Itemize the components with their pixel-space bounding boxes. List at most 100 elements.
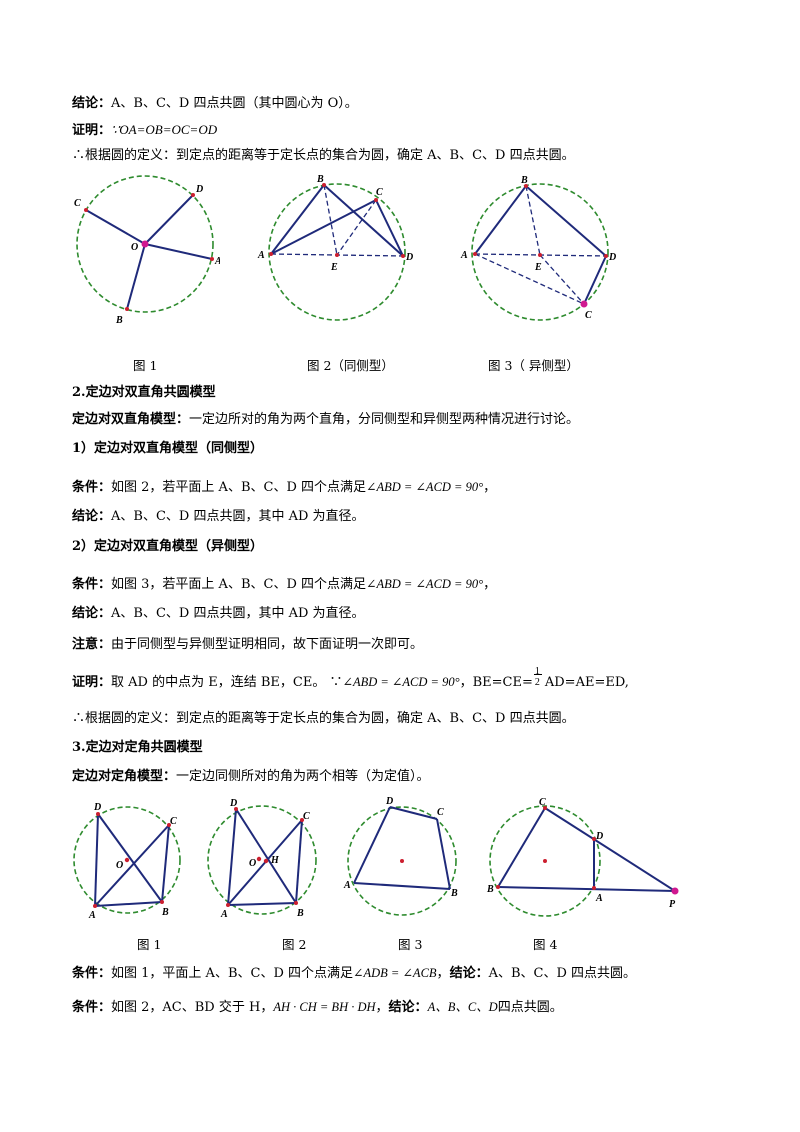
proof-text: 取 AD 的中点为 E，连结 BE，CE。 ∵ [111,675,343,690]
cond-label: 条件： [72,1000,112,1015]
sec3-heading: 3.定边对定角共圆模型 [72,740,203,755]
point-c [580,300,588,308]
label-c: C [437,807,444,818]
point-d [191,193,195,197]
point-e [538,253,542,257]
bottom-figure-2: D C O H A B [207,798,317,920]
sec2-sub2-heading: 2）定边对双直角模型（异侧型） [72,539,264,554]
proof-eq-left: ，BE=CE= [459,675,533,690]
cond-end: ， [483,480,497,495]
circle [73,806,181,914]
label-o: O [131,242,138,253]
cond-label: 条件： [72,577,112,592]
caption-bottom-fig3: 图 3 [398,937,423,952]
point-c [84,208,88,212]
point-a [269,252,273,256]
label-a: A [460,250,468,261]
sec2-concl2: 结论：A、B、C、D 四点共圆，其中 AD 为直径。 [72,605,365,623]
concl-label: 结论： [449,966,489,981]
circle [76,175,214,313]
segment-cd [375,199,404,257]
segment-be [525,185,541,256]
sec1-proof: 证明：∵OA=OB=OC=OD [72,121,217,140]
segment-db [235,808,297,904]
label-d: D [229,798,237,809]
sec2-sub1-heading: 1）定边对双直角模型（同侧型） [72,441,264,456]
segment-ec [539,254,585,305]
cond-text: 如图 2，AC、BD 交于 H， [111,1000,274,1015]
segment-ac [270,199,377,255]
segment-bp [497,886,676,892]
sec1-conclusion: 结论：A、B、C、D 四点共圆（其中圆心为 O）。 [72,95,358,113]
label-b: B [486,884,494,895]
label-b: B [316,174,324,185]
point-a [226,903,230,907]
segment-ac [474,253,585,305]
cond-label: 条件： [72,480,112,495]
label-a: A [214,256,220,267]
sec3-cond1: 条件：如图 1，平面上 A、B、C、D 四个点满足∠ADB = ∠ACB，结论：… [72,964,636,983]
proof-text: ∵OA=OB=OC=OD [111,122,218,137]
def-label: 定边对双直角模型： [72,412,190,427]
label-e: E [534,262,542,273]
segment-cb [436,818,451,890]
cond-math: ∠ABD = ∠ACD = 90° [366,577,484,591]
label-a: A [220,909,228,920]
segment-ac [94,824,170,907]
point-o [124,857,130,863]
def-label: 定边对定角模型： [72,769,177,784]
concl-text: A、B、C、D 四点共圆。 [488,966,637,981]
point-b [496,885,500,889]
proof-eq-right: AD=AE=ED, [544,675,629,690]
bottom-figure-1: D C O A B [73,802,181,921]
point-b [322,183,326,187]
concl-text: 四点共圆。 [497,1000,563,1015]
caption-top-fig2: 图 2（同侧型） [307,358,394,373]
segment-dc [583,255,607,305]
label-d: D [195,184,203,195]
point-a [473,252,477,256]
def-text: 一定边所对的角为两个直角，分同侧型和异侧型两种情况进行讨论。 [189,412,580,427]
segment-od [144,194,194,245]
point-d [234,807,238,811]
label-a: A [88,910,96,921]
label-e: E [330,262,338,273]
label-b: B [115,315,123,326]
sec2-heading: 2.定边对双直角共圆模型 [72,385,216,400]
concl-text: A、B、C、D 四点共圆，其中 AD 为直径。 [111,606,365,621]
cond-text: 如图 2，若平面上 A、B、C、D 四个点满足 [111,480,366,495]
concl-label: 结论： [72,509,112,524]
segment-bd [525,185,607,257]
sec3-definition: 定边对定角模型：一定边同侧所对的角为两个相等（为定值）。 [72,768,430,786]
bottom-figure-4: C D B A P [486,797,679,917]
sec2-cond2: 条件：如图 3，若平面上 A、B、C、D 四个点满足∠ABD = ∠ACD = … [72,575,496,594]
segment-bc [497,807,546,888]
top-figure-3: B A E D C [460,175,616,321]
conclusion-text: A、B、C、D 四点共圆（其中圆心为 O）。 [111,96,358,111]
segment-ce [336,199,377,256]
point-c [300,818,304,822]
segment-be [323,184,338,256]
point-b [125,307,129,311]
label-a: A [343,880,351,891]
segment-bc [161,824,170,903]
label-c: C [539,797,546,808]
segment-ob [126,243,146,310]
label-a: A [595,893,603,904]
point-d [592,837,596,841]
point-b [294,901,298,905]
sec3-cond2: 条件：如图 2，AC、BD 交于 H，AH · CH = BH · DH，结论：… [72,998,563,1017]
segment-da [227,808,237,906]
sec2-therefore: ∴根据圆的定义：到定点的距离等于定长点的集合为圆，确定 A、B、C、D 四点共圆… [72,711,575,726]
cond-sep: ， [436,966,450,981]
label-o: O [249,858,256,869]
point-b [524,184,528,188]
circle [347,806,457,916]
label-d: D [385,796,393,807]
label-b: B [161,907,169,918]
point-p [671,887,679,895]
circle [471,183,609,321]
segment-da [94,813,99,907]
conclusion-label: 结论： [72,96,112,111]
concl-math: A、B、C、D [427,1000,498,1014]
